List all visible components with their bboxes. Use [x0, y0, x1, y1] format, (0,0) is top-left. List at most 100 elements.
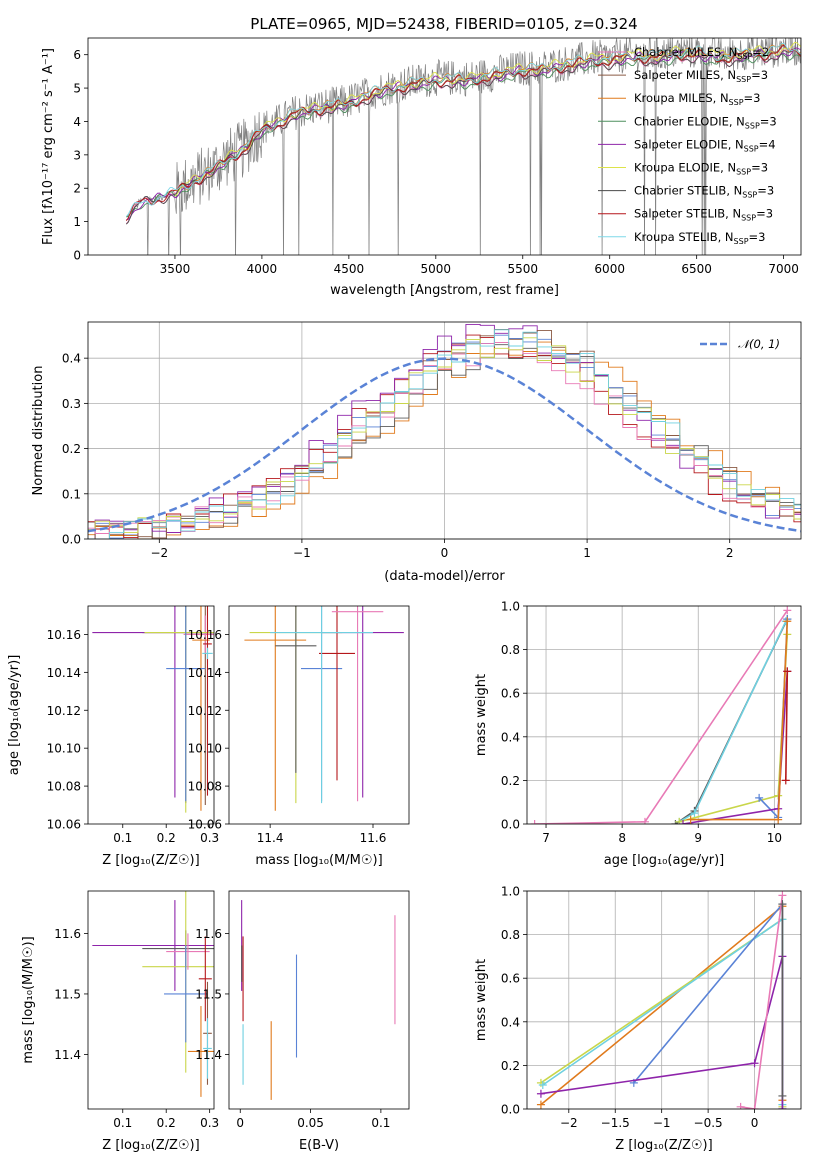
plot-area — [92, 891, 214, 1097]
y-tick-label: 3 — [73, 148, 81, 162]
legend-count: =3 — [744, 91, 761, 105]
legend-subscript: SSP — [745, 121, 760, 130]
legend-count: =4 — [759, 137, 776, 151]
y-tick-label: 0.0 — [62, 533, 81, 547]
legend-count: =3 — [760, 114, 777, 128]
error-bar-point — [319, 606, 355, 781]
legend-subscript: SSP — [734, 237, 749, 246]
legend-spectrum: Chabrier MILES, NSSP=2 Salpeter MILES, NS… — [598, 45, 777, 246]
y-tick-label: 10.16 — [47, 628, 81, 642]
weight-marker — [755, 793, 764, 802]
x-tick-label: 11.4 — [257, 831, 284, 845]
x-tick-label: −0.5 — [694, 1116, 723, 1130]
y-tick-label: 10.06 — [47, 818, 81, 832]
x-tick-label: 0 — [751, 1116, 759, 1130]
x-tick-label: 5000 — [421, 262, 452, 276]
plot-area — [530, 606, 792, 824]
model-spectrum-line — [125, 42, 801, 217]
plot-area — [88, 323, 801, 539]
error-bar-point — [331, 606, 384, 802]
axes-frame — [526, 890, 802, 1110]
y-tick-label: 10.06 — [188, 818, 222, 832]
y-tick-label: 0.8 — [501, 928, 520, 942]
x-tick-label: 1 — [583, 546, 591, 560]
weight-marker — [783, 617, 792, 626]
x-tick-label: −2 — [560, 1116, 578, 1130]
y-tick-label: 10.16 — [188, 628, 222, 642]
weight-marker — [686, 815, 695, 824]
error-bar-point — [164, 945, 208, 1043]
y-tick-label: 11.4 — [54, 1048, 81, 1062]
y-tick-label: 11.6 — [195, 927, 222, 941]
axes-frame — [228, 605, 410, 825]
legend-subscript: SSP — [729, 98, 744, 107]
y-tick-label: 1.0 — [501, 885, 520, 899]
weight-marker — [750, 1105, 759, 1109]
model-spectrum-line — [126, 50, 801, 218]
axes-z_weight: −2 −1.5 −1 −0.5 0 0.0 0.2 0.4 0.6 0.8 1.0 Z [log₁₀(… — [474, 885, 802, 1153]
model-spectrum-line — [174, 41, 801, 197]
plots-layer: 3500 4000 4500 5000 5500 6000 6500 70000123456w… — [7, 37, 802, 1153]
weight-line — [740, 895, 784, 1109]
weight-marker — [783, 606, 792, 615]
x-axis-label: Z [log₁₀(Z/Z☉)] — [102, 1138, 199, 1153]
plot-area — [92, 606, 214, 813]
error-bar-point — [203, 606, 212, 796]
axes-age_weight: 7 8 9 10 0.0 0.2 0.4 0.6 0.8 1.0 age [log₁₀(age/yr… — [474, 600, 802, 868]
plot-area — [125, 38, 801, 255]
weight-marker — [778, 900, 787, 909]
x-tick-label: −1.5 — [601, 1116, 630, 1130]
legend-residuals: 𝒩(0, 1) — [700, 337, 780, 351]
legend-subscript: SSP — [736, 75, 751, 84]
x-axis-label: age [log₁₀(age/yr)] — [604, 853, 725, 868]
axes-frame — [87, 890, 215, 1110]
legend-label: Chabrier STELIB, NSSP=3 — [634, 184, 774, 200]
error-bar-point — [270, 606, 373, 804]
model-spectrum-line — [126, 47, 801, 221]
weight-marker — [774, 815, 783, 824]
plot-background — [229, 891, 409, 1109]
y-tick-label: 0.2 — [501, 1059, 520, 1073]
y-tick-label: 6 — [73, 48, 81, 62]
y-tick-label: 0 — [73, 249, 81, 263]
y-tick-label: 11.5 — [195, 987, 222, 1001]
legend-count: =3 — [757, 184, 774, 198]
error-bar-point — [92, 900, 214, 991]
y-axis-label: Normed distribution — [31, 366, 46, 496]
legend-label: Salpeter ELODIE, NSSP=4 — [634, 137, 776, 153]
y-tick-label: 10.08 — [47, 780, 81, 794]
y-tick-label: 5 — [73, 82, 81, 96]
legend-subscript: SSP — [737, 52, 752, 61]
y-tick-label: 11.6 — [54, 927, 81, 941]
x-tick-label: 0.2 — [157, 1116, 176, 1130]
legend-label: Chabrier ELODIE, NSSP=3 — [634, 114, 777, 130]
y-tick-label: 0.2 — [501, 774, 520, 788]
x-axis-label: wavelength [Angstrom, rest frame] — [330, 283, 559, 298]
error-bar-point — [166, 606, 206, 802]
y-axis-label: Flux [fλ10⁻¹⁷ erg cm⁻² s⁻¹ A⁻¹] — [41, 48, 56, 245]
x-tick-label: 7 — [542, 831, 550, 845]
y-tick-label: 1 — [73, 215, 81, 229]
error-bar-point — [192, 606, 210, 811]
weight-line — [785, 671, 789, 781]
weight-marker — [536, 1100, 545, 1109]
residual-histogram — [88, 329, 801, 539]
x-tick-label: 0.1 — [371, 1116, 390, 1130]
residual-histogram — [88, 323, 801, 539]
axes-frame — [228, 890, 410, 1110]
weight-marker — [640, 817, 649, 824]
x-tick-label: 0.1 — [113, 831, 132, 845]
legend-label: Salpeter STELIB, NSSP=3 — [634, 207, 773, 223]
plot-background — [527, 606, 801, 824]
y-tick-label: 0.0 — [501, 818, 520, 832]
y-tick-label: 0.3 — [62, 397, 81, 411]
axes-residuals: −2 −1 0 1 2 0.0 0.1 0.2 0.3 0.4 (data-model)/error… — [31, 321, 802, 584]
legend-label: Kroupa STELIB, NSSP=3 — [634, 230, 765, 246]
legend-count: =3 — [751, 68, 768, 82]
x-tick-label: 0.1 — [113, 1116, 132, 1130]
y-axis-label: mass [log₁₀(M/M☉)] — [21, 936, 36, 1063]
legend-label: Salpeter MILES, NSSP=3 — [634, 68, 768, 84]
y-tick-label: 10.10 — [188, 742, 222, 756]
x-tick-label: 4000 — [247, 262, 278, 276]
x-tick-label: 4500 — [334, 262, 365, 276]
